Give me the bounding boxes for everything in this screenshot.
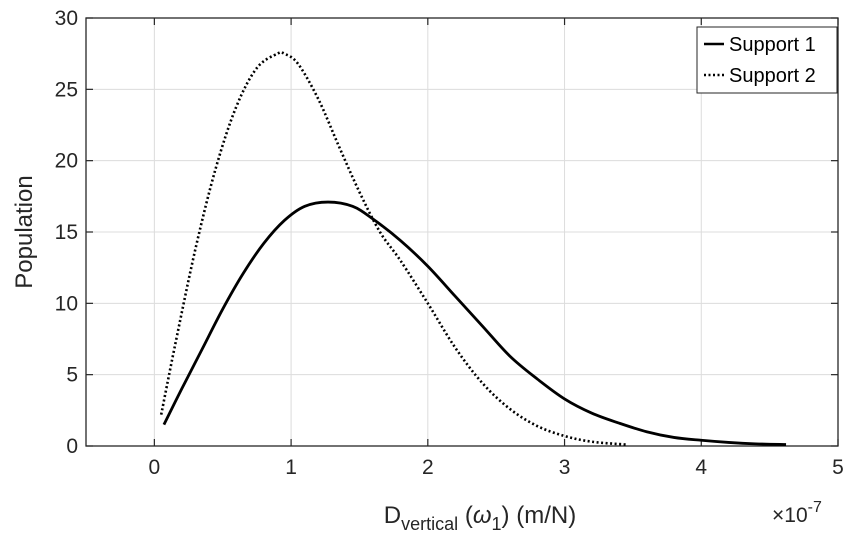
legend-box	[696, 26, 838, 94]
legend-label-support-2: Support 2	[729, 65, 816, 87]
x-axis-label-symbol-subscript: 1	[492, 514, 502, 534]
y-tick-label: 0	[66, 435, 78, 458]
y-tick-label: 5	[66, 364, 78, 387]
series-line-support-1	[162, 200, 787, 446]
x-tick-label: 1	[285, 456, 297, 479]
legend: Support 1 Support 2	[696, 26, 838, 94]
y-tick-label: 30	[55, 7, 78, 30]
y-tick-label: 10	[55, 292, 78, 315]
x-tick-label: 5	[832, 456, 844, 479]
x-axis-label-subscript: vertical	[401, 514, 458, 534]
x-axis-label-base: D	[384, 502, 401, 529]
x-axis-label-tail: ) (m/N)	[502, 502, 577, 529]
x-tick-label: 3	[559, 456, 571, 479]
legend-label-support-1: Support 1	[729, 34, 816, 56]
x-tick-label: 2	[422, 456, 434, 479]
y-tick-label: 25	[55, 78, 78, 101]
x-axis-label-symbol: ω	[473, 502, 492, 529]
x-tick-label: 0	[149, 456, 161, 479]
y-tick-label: 15	[55, 221, 78, 244]
x-exponent-label: ×10-7	[772, 499, 822, 527]
y-axis-label: Population	[11, 175, 38, 288]
x-axis-label: Dvertical (ω1) (m/N)	[384, 502, 576, 534]
x-tick-label: 4	[695, 456, 707, 479]
series-line-support-2	[159, 50, 627, 446]
axis-ticks: 0 1 2 3 4 5 0 5 10 15 20 25 30	[55, 7, 844, 479]
series-lines	[159, 50, 787, 446]
y-tick-label: 20	[55, 150, 78, 173]
x-axis-label-open: (	[458, 502, 473, 529]
